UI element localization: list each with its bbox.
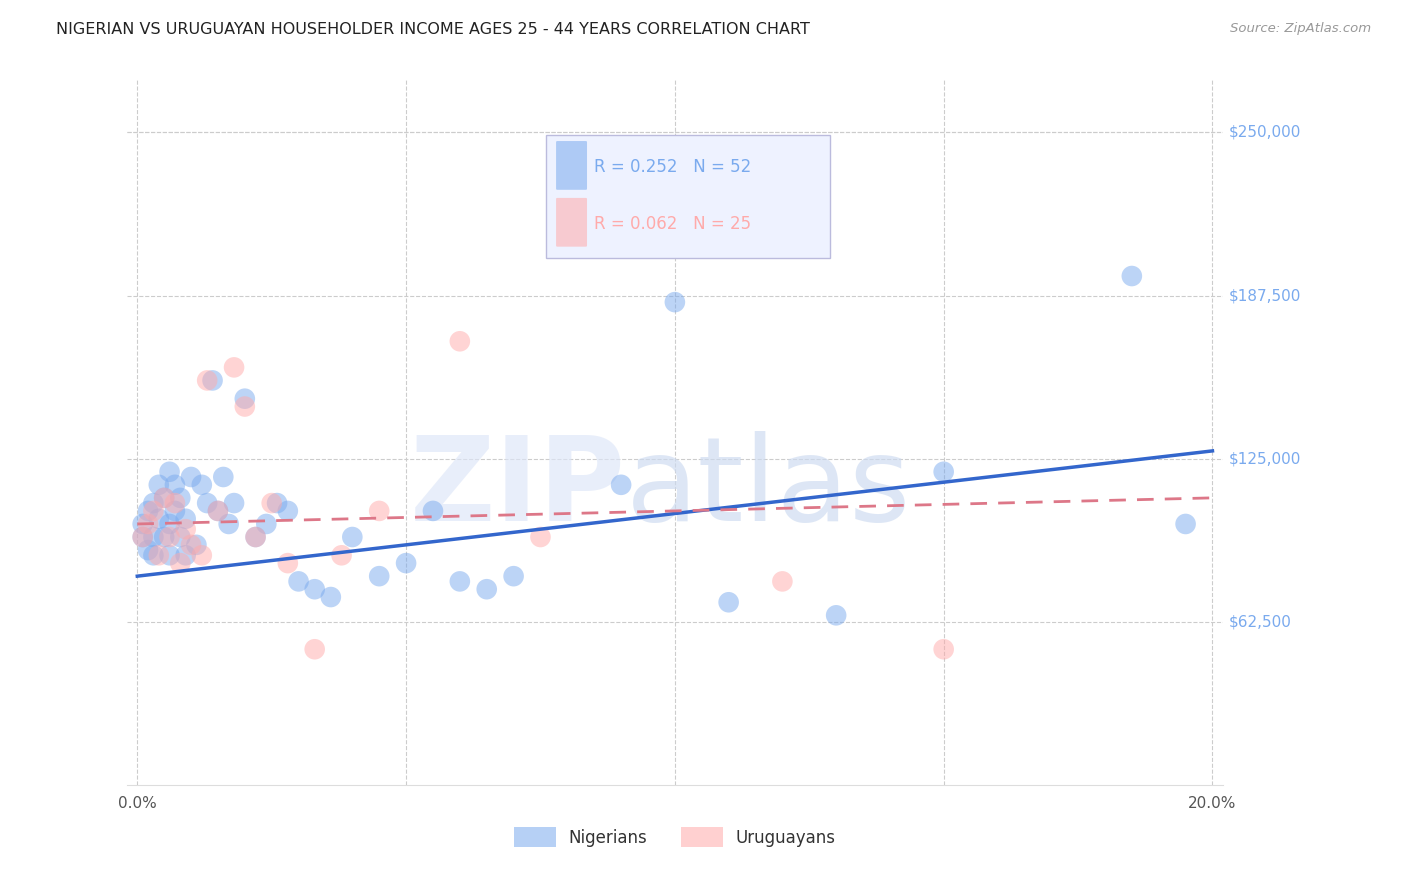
Point: [319, 590, 342, 604]
Point: [717, 595, 740, 609]
Point: [163, 496, 186, 510]
Point: [180, 470, 202, 484]
Point: [212, 470, 235, 484]
Point: [195, 373, 218, 387]
Point: [1121, 268, 1143, 283]
Text: $125,000: $125,000: [1229, 451, 1301, 467]
Point: [159, 516, 181, 531]
Point: [218, 516, 240, 531]
Point: [131, 530, 153, 544]
Point: [277, 504, 299, 518]
Point: [163, 504, 186, 518]
Point: [502, 569, 524, 583]
Point: [287, 574, 309, 589]
Point: [330, 549, 353, 563]
Point: [153, 491, 176, 505]
Text: ZIP: ZIP: [409, 432, 626, 547]
Point: [174, 522, 197, 536]
Point: [825, 608, 848, 623]
Text: atlas: atlas: [626, 432, 911, 547]
Point: [201, 373, 224, 387]
Point: [174, 549, 197, 563]
Point: [180, 538, 202, 552]
Point: [610, 478, 633, 492]
Point: [131, 516, 153, 531]
Text: $62,500: $62,500: [1229, 615, 1292, 630]
Point: [136, 504, 159, 518]
Point: [254, 516, 277, 531]
Point: [148, 549, 170, 563]
Point: [153, 491, 176, 505]
Text: Source: ZipAtlas.com: Source: ZipAtlas.com: [1230, 22, 1371, 36]
Point: [266, 496, 288, 510]
Point: [169, 530, 191, 544]
Point: [342, 530, 364, 544]
Point: [529, 530, 551, 544]
Point: [664, 295, 686, 310]
Point: [932, 642, 955, 657]
Point: [169, 491, 191, 505]
Point: [163, 478, 186, 492]
Point: [233, 392, 256, 406]
Point: [186, 538, 208, 552]
Point: [191, 478, 214, 492]
Point: [449, 334, 471, 349]
Point: [222, 360, 245, 375]
Text: $187,500: $187,500: [1229, 288, 1301, 303]
Point: [368, 569, 391, 583]
Text: R = 0.252   N = 52: R = 0.252 N = 52: [593, 158, 751, 176]
Text: NIGERIAN VS URUGUAYAN HOUSEHOLDER INCOME AGES 25 - 44 YEARS CORRELATION CHART: NIGERIAN VS URUGUAYAN HOUSEHOLDER INCOME…: [56, 22, 810, 37]
Point: [422, 504, 444, 518]
Point: [368, 504, 391, 518]
Point: [260, 496, 283, 510]
Legend: Nigerians, Uruguayans: Nigerians, Uruguayans: [508, 821, 842, 855]
Text: $250,000: $250,000: [1229, 125, 1301, 140]
Point: [159, 465, 181, 479]
Point: [207, 504, 229, 518]
Point: [142, 549, 165, 563]
Point: [449, 574, 471, 589]
Point: [557, 191, 579, 205]
Point: [148, 512, 170, 526]
Point: [153, 530, 176, 544]
Point: [932, 465, 955, 479]
Point: [142, 504, 165, 518]
Point: [395, 556, 418, 570]
Point: [222, 496, 245, 510]
Point: [136, 543, 159, 558]
Point: [142, 530, 165, 544]
Point: [136, 516, 159, 531]
Point: [245, 530, 267, 544]
Point: [169, 556, 191, 570]
Point: [159, 530, 181, 544]
Point: [233, 400, 256, 414]
Point: [304, 582, 326, 597]
Point: [1174, 516, 1197, 531]
Point: [131, 530, 153, 544]
Text: R = 0.062   N = 25: R = 0.062 N = 25: [593, 215, 751, 233]
Point: [148, 478, 170, 492]
Point: [277, 556, 299, 570]
Point: [207, 504, 229, 518]
Point: [770, 574, 793, 589]
Point: [191, 549, 214, 563]
Point: [159, 549, 181, 563]
Point: [142, 496, 165, 510]
Point: [174, 512, 197, 526]
Point: [195, 496, 218, 510]
Point: [304, 642, 326, 657]
Point: [245, 530, 267, 544]
Point: [475, 582, 498, 597]
